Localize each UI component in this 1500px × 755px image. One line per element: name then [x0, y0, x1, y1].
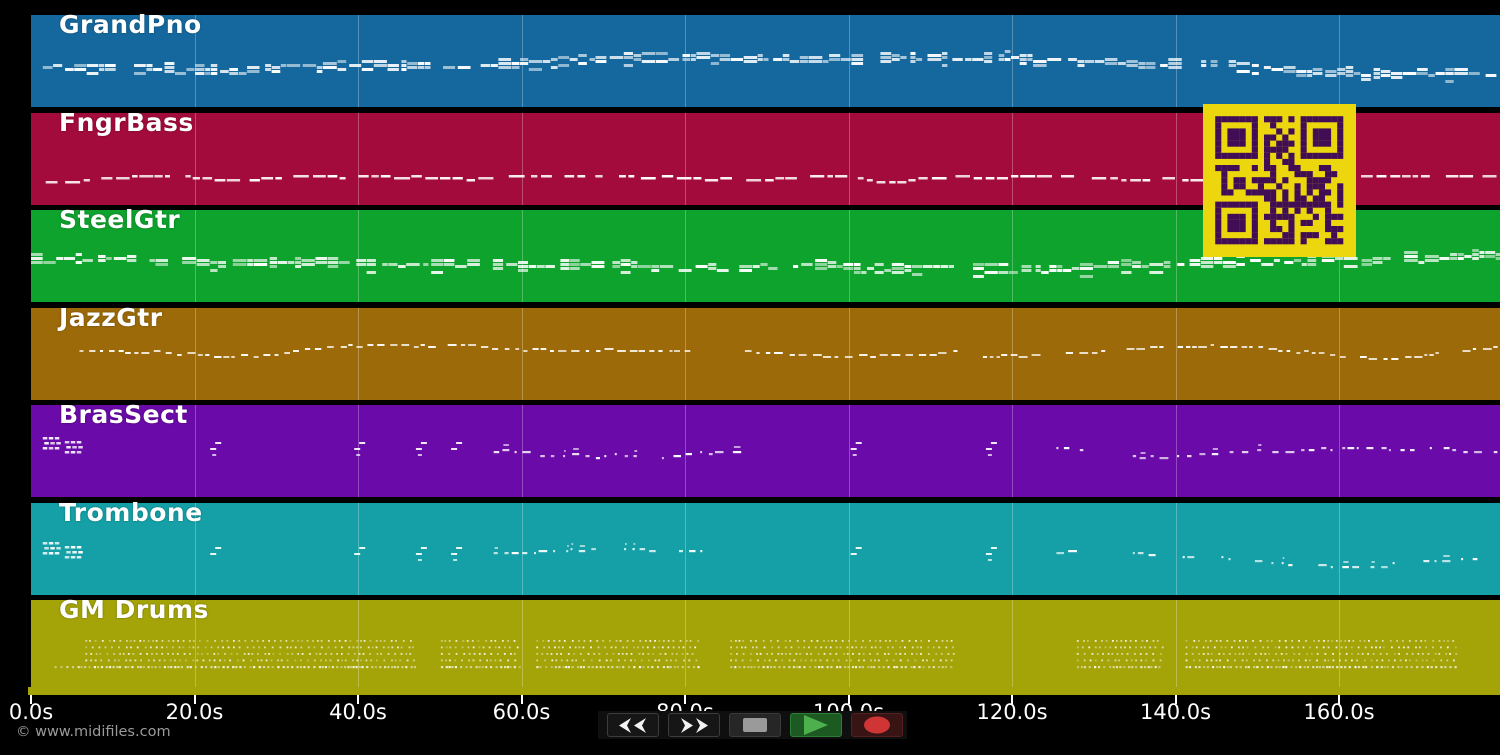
timeline-gridline — [685, 112, 686, 205]
play-icon — [803, 715, 829, 735]
timeline-gridline — [358, 405, 359, 498]
timeline-gridline — [1175, 112, 1177, 205]
timeline-gridline — [1012, 502, 1013, 595]
timeline-gridline — [685, 600, 686, 693]
timeline-gridline — [194, 15, 196, 107]
timeline-gridline — [1012, 600, 1013, 693]
timeline-gridline — [1012, 405, 1013, 498]
stop-icon — [743, 718, 767, 732]
timeline-gridline — [1012, 112, 1013, 205]
qr-code — [1203, 104, 1356, 257]
midi-notes — [42, 437, 1498, 460]
midi-notes — [45, 174, 1497, 184]
tick-label: 0.0s — [8, 700, 54, 724]
tick-label: 60.0s — [492, 700, 551, 724]
timeline-gridline — [1012, 15, 1013, 107]
timeline-gridline — [685, 307, 686, 400]
timeline-gridline — [1339, 502, 1340, 595]
timeline-gridline — [848, 112, 850, 205]
stop-button[interactable] — [729, 713, 781, 737]
timeline-gridline — [1175, 405, 1177, 498]
tick-mark — [1338, 695, 1340, 704]
midi-notes — [42, 541, 1478, 568]
tick-mark — [684, 695, 686, 704]
timeline-gridline — [521, 112, 523, 205]
timeline-gridline — [1339, 15, 1340, 107]
track-band-trombone[interactable]: Trombone — [31, 498, 1500, 595]
timeline-gridline — [358, 15, 359, 107]
tick-mark — [357, 695, 359, 704]
timeline-gridline — [521, 405, 523, 498]
midi-notes — [79, 343, 1498, 360]
timeline-gridline — [685, 405, 686, 498]
timeline-gridline — [194, 502, 196, 595]
play-button[interactable] — [790, 713, 842, 737]
tick-mark — [1011, 695, 1013, 704]
timeline-gridline — [194, 600, 196, 693]
transport-bar — [598, 711, 907, 739]
timeline-gridline — [685, 502, 686, 595]
tick-mark — [30, 695, 32, 704]
track-band-grandpno[interactable]: GrandPno — [31, 10, 1500, 107]
timeline-axis — [28, 687, 1500, 695]
timeline-gridline — [1012, 210, 1013, 303]
rewind-icon — [618, 717, 648, 733]
tick-mark — [520, 695, 523, 704]
timeline-gridline — [1339, 600, 1340, 693]
track-label: GrandPno — [59, 10, 202, 39]
timeline-gridline — [521, 502, 523, 595]
tick-label: 120.0s — [976, 700, 1048, 724]
track-band-gm-drums[interactable]: GM Drums — [31, 595, 1500, 693]
timeline-gridline — [358, 502, 359, 595]
tick-mark — [847, 695, 850, 704]
timeline-gridline — [848, 307, 850, 400]
timeline-gridline — [685, 210, 686, 303]
fast-forward-icon — [679, 717, 709, 733]
track-label: GM Drums — [59, 595, 209, 625]
tick-label: 140.0s — [1139, 700, 1212, 724]
tick-label: 40.0s — [329, 700, 387, 724]
timeline-gridline — [848, 502, 850, 595]
midi-notes — [31, 249, 1500, 279]
timeline-gridline — [358, 112, 359, 205]
midi-notes — [54, 640, 1458, 669]
tick-mark — [1174, 695, 1177, 704]
timeline-gridline — [848, 210, 850, 303]
copyright-text: © www.midifiles.com — [16, 724, 171, 740]
fast-forward-button[interactable] — [668, 713, 720, 737]
timeline-gridline — [194, 112, 196, 205]
timeline-gridline — [1175, 600, 1177, 693]
record-icon — [862, 715, 892, 735]
timeline-gridline — [521, 600, 523, 693]
midi-notes — [42, 50, 1497, 83]
timeline-gridline — [521, 210, 523, 303]
record-button[interactable] — [851, 713, 903, 737]
timeline-gridline — [848, 600, 850, 693]
timeline-gridline — [194, 405, 196, 498]
track-label: Trombone — [59, 497, 203, 527]
timeline-gridline — [358, 210, 359, 303]
timeline-gridline — [1175, 307, 1177, 400]
timeline-gridline — [358, 600, 359, 693]
timeline-gridline — [1175, 210, 1177, 303]
timeline-gridline — [521, 307, 523, 400]
timeline-gridline — [194, 210, 196, 303]
tick-mark — [193, 695, 196, 704]
timeline-gridline — [358, 307, 359, 400]
track-label: JazzGtr — [59, 302, 163, 332]
track-band-brassect[interactable]: BrasSect — [31, 400, 1500, 498]
track-label: FngrBass — [59, 107, 194, 137]
timeline-gridline — [848, 405, 850, 498]
rewind-button[interactable] — [607, 713, 659, 737]
timeline-gridline — [1175, 502, 1177, 595]
tick-label: 20.0s — [165, 700, 224, 724]
tick-label: 160.0s — [1303, 700, 1375, 724]
timeline-gridline — [1339, 405, 1340, 498]
timeline-gridline — [1339, 307, 1340, 400]
track-label: BrasSect — [59, 400, 188, 430]
track-label: SteelGtr — [59, 205, 181, 235]
track-band-jazzgtr[interactable]: JazzGtr — [31, 303, 1500, 400]
